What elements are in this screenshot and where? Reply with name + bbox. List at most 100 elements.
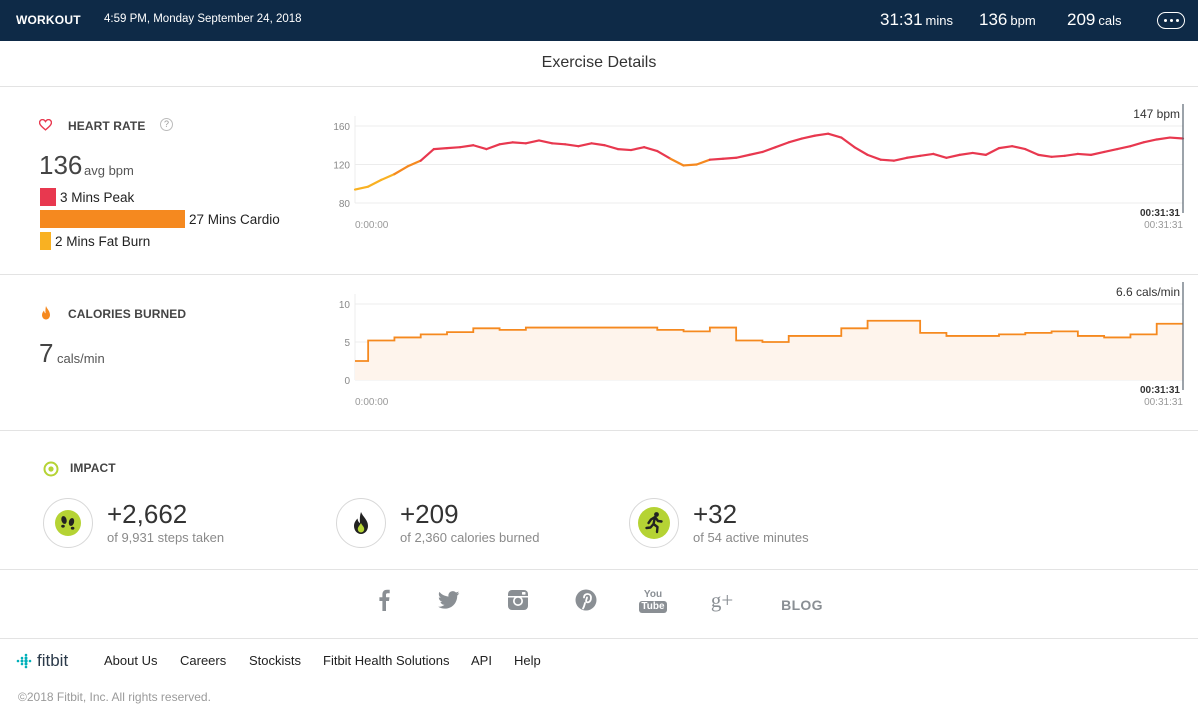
steps-value: +2,662 [107,499,188,529]
series-line [353,185,370,191]
series-line [971,151,987,156]
series-line [695,158,711,166]
series-line [905,154,922,159]
series-line [997,145,1014,150]
series-line [445,146,462,150]
series-line [892,156,909,162]
facebook-icon[interactable] [373,588,395,612]
series-line [813,132,830,137]
googleplus-glyph: g+ [710,587,734,612]
help-icon[interactable]: ? [160,118,173,131]
series-line [1155,136,1171,141]
divider [0,430,1198,431]
youtube-icon[interactable]: You Tube [639,588,667,614]
series-line [656,149,672,160]
pinterest-icon[interactable] [574,588,598,612]
heart-icon [39,119,52,131]
series-line [774,141,790,149]
series-line [1037,153,1053,158]
duration-stat: 31:31 mins [880,10,953,30]
footer-link-health-solutions[interactable]: Fitbit Health Solutions [323,653,450,668]
series-line [511,141,527,145]
y-tick-label: 80 [339,199,351,210]
workout-datetime: 4:59 PM, Monday September 24, 2018 [104,13,302,25]
series-line [1142,138,1158,144]
active-minutes-badge [629,498,679,548]
series-line [1089,150,1106,156]
series-line [787,137,803,144]
googleplus-icon[interactable]: g+ [708,588,736,612]
zone-label: 27 Mins Cardio [189,212,280,227]
footer-link-help[interactable]: Help [514,653,541,668]
cals-stat: 209 cals [1067,10,1122,30]
more-dots-icon[interactable] [1157,12,1185,29]
footer-link-careers[interactable]: Careers [180,653,227,668]
series-line [485,143,501,151]
series-line [932,152,948,159]
zone-bar [40,232,51,250]
runner-icon [638,507,670,539]
x-start-label: 0:00:00 [355,397,389,408]
series-line [827,132,843,139]
series-line [682,163,698,167]
cals-value: 209 [1067,10,1096,29]
divider [0,569,1198,570]
copyright: ©2018 Fitbit, Inc. All rights reserved. [18,690,211,704]
divider [0,638,1198,639]
series-line [380,173,396,181]
fitbit-logo[interactable]: fitbit [37,651,69,670]
twitter-icon[interactable] [437,588,461,612]
footer-link-api[interactable]: API [471,653,492,668]
cursor-time-label: 00:31:31 [1140,385,1180,396]
series-line [524,139,541,145]
series-line [432,147,449,151]
area-fill [355,320,1183,380]
series-line [1011,145,1027,151]
series-line [498,141,514,146]
calories-label: CALORIES BURNED [68,307,187,321]
avg-bpm-unit: avg bpm [84,163,134,178]
series-line [748,150,764,156]
cursor-time-label: 00:31:31 [1140,208,1180,219]
y-tick-label: 120 [333,161,350,172]
steps-sub: of 9,931 steps taken [107,530,225,545]
duration-value: 31:31 [880,10,923,29]
heart-rate-label: HEART RATE [68,119,146,133]
zone-bar [40,210,185,228]
bpm-value: 136 [979,10,1008,29]
footer-link-about[interactable]: About Us [104,653,158,668]
footer-link-stockists[interactable]: Stockists [249,653,302,668]
calories-impact-sub: of 2,360 calories burned [400,530,540,545]
avg-bpm-value: 136 [39,150,83,180]
y-tick-label: 0 [344,376,350,387]
series-line [629,146,646,152]
series-line [616,148,633,152]
steps-badge [43,498,93,548]
blog-link[interactable]: BLOG [778,596,826,614]
series-line [564,143,580,148]
workout-title: WORKOUT [16,13,81,27]
duration-unit: mins [925,13,953,28]
active-minutes-value: +32 [693,499,738,529]
youtube-tube: Tube [639,600,667,613]
cals-unit: cals [1098,13,1122,28]
series-line [1168,136,1185,140]
x-end-label: 00:31:31 [1144,220,1183,231]
flame-icon [42,306,50,320]
bpm-unit: bpm [1010,13,1036,28]
blog-link-label: BLOG [781,597,823,613]
series-line [669,157,685,167]
series-line [367,178,383,188]
series-line [708,157,725,161]
zone-bar [40,188,56,206]
instagram-icon[interactable] [506,588,530,612]
series-line [879,158,895,162]
series-line [1103,148,1119,154]
series-line [945,153,961,159]
series-line [537,139,554,145]
x-end-label: 00:31:31 [1144,397,1183,408]
target-icon [43,461,59,477]
fitbit-logo-icon [16,653,32,669]
series-line [721,156,738,160]
x-start-label: 0:00:00 [355,220,389,231]
